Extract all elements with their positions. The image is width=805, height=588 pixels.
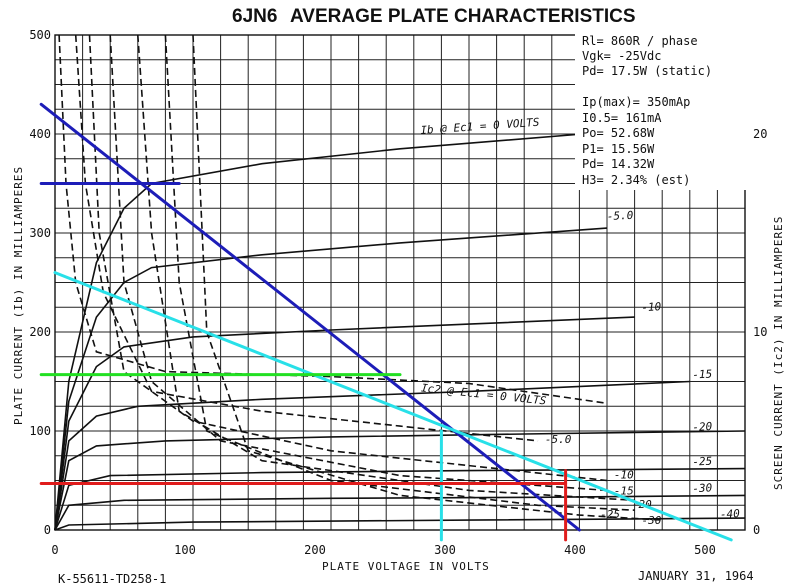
plate-curve-label: -40	[720, 507, 741, 521]
tick-labels: 0 100 200 300 400 500 0 100 200 300 400 500 0 10 20	[29, 28, 767, 557]
info-line: Pd= 14.32W	[582, 157, 655, 171]
info-line: H3= 2.34% (est)	[582, 173, 690, 187]
info-line: Ip(max)= 350mAp	[582, 95, 690, 109]
screen-curve-label: -10	[614, 469, 634, 482]
x-tick-label: 200	[304, 543, 326, 557]
screen-curve	[192, 35, 663, 521]
info-line: Po= 52.68W	[582, 126, 655, 140]
grid	[54, 34, 746, 531]
plate-curve-label: -10	[641, 300, 662, 314]
y-tick-label: 400	[29, 127, 51, 141]
plate-curve-label: -25	[692, 455, 713, 469]
screen-curve	[88, 35, 608, 482]
y-tick-label: 0	[44, 523, 51, 537]
y-tick-label: 100	[29, 424, 51, 438]
y2-tick-label: 0	[753, 523, 760, 537]
x-tick-label: 100	[174, 543, 196, 557]
screen-curve-label: Ic2 @ Ec1 = 0 VOLTS	[420, 381, 547, 407]
footer-left: K-55611-TD258-1	[58, 572, 166, 586]
screen-curve	[137, 35, 635, 502]
info-panel: Rl= 860R / phase Vgk= -25Vdc Pd= 17.5W (…	[582, 34, 712, 187]
chart-title: AVERAGE PLATE CHARACTERISTICS	[290, 6, 636, 27]
x-axis-label: PLATE VOLTAGE IN VOLTS	[322, 560, 490, 573]
load-line	[39, 102, 581, 532]
info-line: I0.5= 161mA	[582, 111, 662, 125]
plate-curve	[54, 227, 608, 531]
plate-curve-label: -20	[692, 420, 713, 434]
x-tick-label: 400	[564, 543, 586, 557]
screen-curve	[109, 35, 608, 492]
x-tick-label: 300	[434, 543, 456, 557]
plate-curve	[54, 494, 746, 531]
info-line: Vgk= -25Vdc	[582, 49, 661, 63]
plate-curve-label: -5.0	[606, 209, 634, 223]
plate-curve	[54, 316, 635, 531]
y-tick-label: 200	[29, 325, 51, 339]
y2-axis-label: SCREEN CURRENT (Ic2) IN MILLIAMPERES	[772, 216, 785, 490]
y-axis-label: PLATE CURRENT (Ib) IN MILLIAMPERES	[12, 166, 25, 425]
screen-curve-label: -25	[600, 508, 620, 521]
load-lines	[39, 102, 733, 542]
plate-curve	[54, 131, 608, 531]
screen-curve-label: -30	[642, 514, 662, 527]
y-tick-label: 500	[29, 28, 51, 42]
load-line	[53, 271, 733, 542]
y2-tick-label: 20	[753, 127, 767, 141]
footer-right: JANUARY 31, 1964	[638, 569, 754, 583]
screen-curve-label: -5.0	[545, 433, 572, 446]
y-tick-label: 300	[29, 226, 51, 240]
curves	[54, 35, 746, 531]
plate-curve	[54, 430, 746, 531]
plate-curve-label: -15	[692, 368, 713, 382]
info-line: Pd= 17.5W (static)	[582, 64, 712, 78]
x-tick-label: 0	[51, 543, 58, 557]
plate-curve-label: -30	[692, 481, 713, 495]
info-line: P1= 15.56W	[582, 142, 655, 156]
info-panel-background	[575, 30, 800, 190]
plate-curve	[54, 380, 690, 531]
x-tick-label: 500	[694, 543, 716, 557]
y2-tick-label: 10	[753, 325, 767, 339]
screen-curve	[58, 35, 608, 405]
info-line: Rl= 860R / phase	[582, 34, 698, 48]
screen-curve	[164, 35, 635, 511]
plot-frame	[54, 34, 746, 531]
chart-title-tube: 6JN6	[232, 6, 277, 27]
plate-curve	[54, 517, 746, 531]
